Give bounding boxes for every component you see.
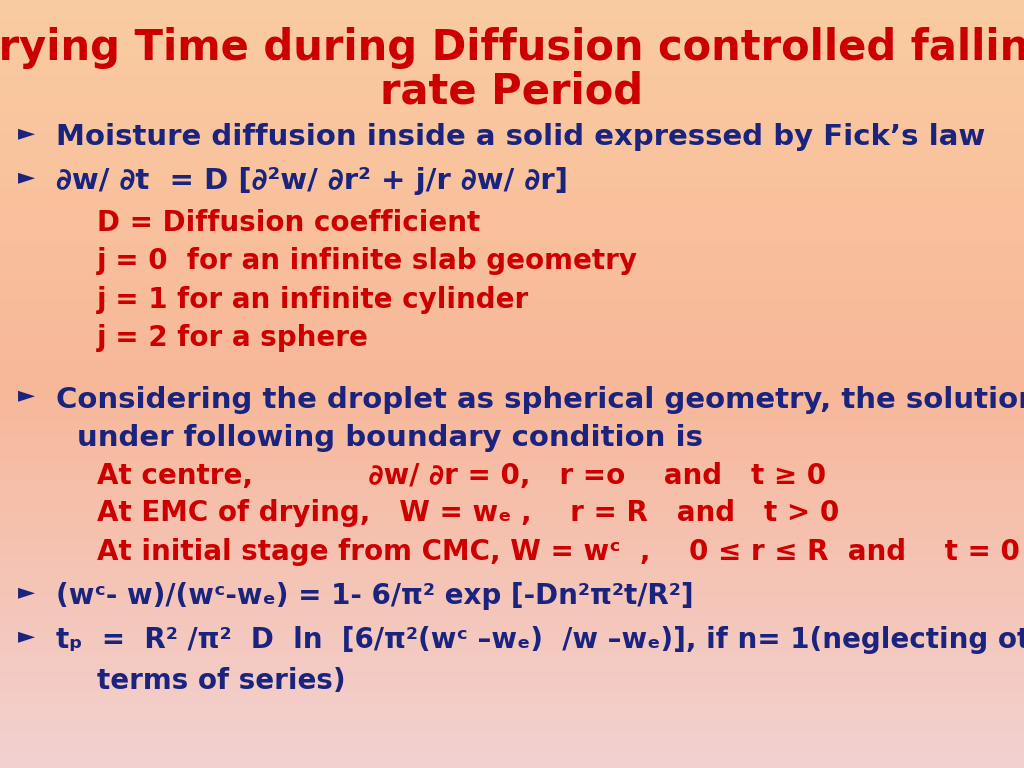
Text: tₚ  =  R² /π²  D  ln  [6/π²(wᶜ –wₑ)  /w –wₑ)], if n= 1(neglecting other: tₚ = R² /π² D ln [6/π²(wᶜ –wₑ) /w –wₑ)],… <box>56 626 1024 654</box>
Text: Moisture diffusion inside a solid expressed by Fick’s law: Moisture diffusion inside a solid expres… <box>56 123 985 151</box>
Text: under following boundary condition is: under following boundary condition is <box>77 424 702 452</box>
Text: ►: ► <box>18 626 36 646</box>
Text: rate Period: rate Period <box>381 71 643 113</box>
Text: Considering the droplet as spherical geometry, the solution: Considering the droplet as spherical geo… <box>56 386 1024 413</box>
Text: ►: ► <box>18 123 36 143</box>
Text: j = 0  for an infinite slab geometry: j = 0 for an infinite slab geometry <box>97 247 638 275</box>
Text: ►: ► <box>18 167 36 187</box>
Text: D = Diffusion coefficient: D = Diffusion coefficient <box>97 209 480 237</box>
Text: At centre,            ∂w/ ∂r = 0,   r =o    and   t ≥ 0: At centre, ∂w/ ∂r = 0, r =o and t ≥ 0 <box>97 462 826 490</box>
Text: At initial stage from CMC, W = wᶜ  ,    0 ≤ r ≤ R  and    t = 0: At initial stage from CMC, W = wᶜ , 0 ≤ … <box>97 538 1020 565</box>
Text: At EMC of drying,   W = wₑ ,    r = R   and   t > 0: At EMC of drying, W = wₑ , r = R and t >… <box>97 499 840 527</box>
Text: ►: ► <box>18 582 36 602</box>
Text: Drying Time during Diffusion controlled falling: Drying Time during Diffusion controlled … <box>0 27 1024 69</box>
Text: j = 1 for an infinite cylinder: j = 1 for an infinite cylinder <box>97 286 529 313</box>
Text: terms of series): terms of series) <box>97 667 346 694</box>
Text: (wᶜ- w)/(wᶜ-wₑ) = 1- 6/π² exp [-Dn²π²t/R²]: (wᶜ- w)/(wᶜ-wₑ) = 1- 6/π² exp [-Dn²π²t/R… <box>56 582 694 610</box>
Text: ∂w/ ∂t  = D [∂²w/ ∂r² + j/r ∂w/ ∂r]: ∂w/ ∂t = D [∂²w/ ∂r² + j/r ∂w/ ∂r] <box>56 167 568 195</box>
Text: ►: ► <box>18 386 36 406</box>
Text: j = 2 for a sphere: j = 2 for a sphere <box>97 324 370 352</box>
